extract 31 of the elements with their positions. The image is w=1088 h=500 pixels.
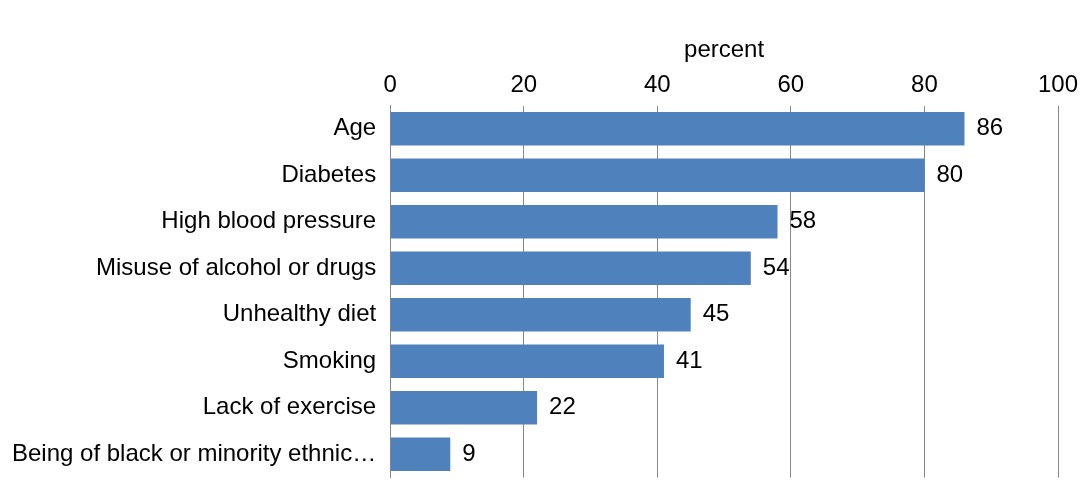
y-tick-label: Diabetes: [281, 159, 377, 187]
y-tick-label: Being of black or minority ethnic…: [11, 438, 377, 466]
bar: [390, 437, 451, 472]
data-label: 86: [976, 113, 1004, 141]
x-tick-label: 0: [383, 69, 397, 97]
data-label: 80: [936, 159, 964, 187]
bar: [390, 112, 965, 146]
bar: [390, 251, 751, 286]
y-tick-label: High blood pressure: [161, 206, 377, 234]
bar: [390, 298, 691, 332]
data-label: 9: [462, 438, 476, 466]
data-label: 41: [675, 345, 703, 373]
bar: [390, 205, 778, 239]
bar: [390, 344, 664, 379]
data-label: 58: [789, 206, 817, 234]
x-tick-label: 100: [1037, 69, 1079, 97]
x-tick-label: 40: [643, 69, 671, 97]
data-label: 45: [702, 299, 730, 327]
x-tick-label: 20: [510, 69, 538, 97]
y-tick-label: Age: [333, 113, 377, 141]
x-tick-label: 60: [777, 69, 805, 97]
x-tick-label: 80: [911, 69, 938, 97]
bar: [390, 158, 925, 193]
y-tick-label: Smoking: [282, 345, 377, 373]
data-label: 22: [549, 392, 576, 420]
data-label: 54: [762, 252, 790, 280]
y-tick-label: Misuse of alcohol or drugs: [96, 252, 377, 280]
x-axis-title: percent: [684, 35, 765, 63]
y-tick-label: Unhealthy diet: [222, 299, 377, 327]
y-tick-label: Lack of exercise: [202, 392, 377, 420]
bar: [390, 391, 538, 425]
